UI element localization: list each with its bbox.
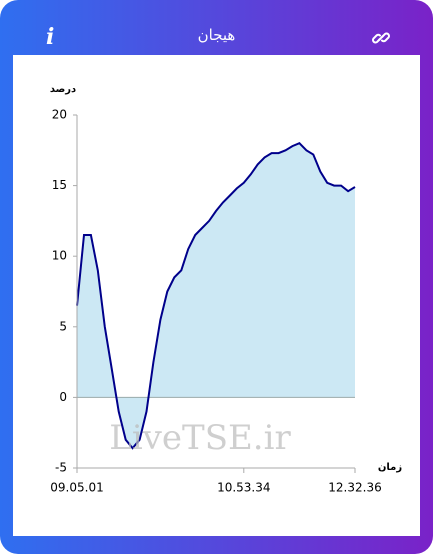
x-tick-label: 09.05.01 bbox=[50, 481, 103, 495]
y-tick-label: 0 bbox=[59, 390, 67, 404]
line bbox=[76, 142, 356, 450]
y-tick-label: 10 bbox=[52, 249, 67, 263]
y-tick-label: 15 bbox=[52, 178, 67, 192]
y-tick-label: 20 bbox=[52, 108, 67, 122]
y-axis-label: درصد bbox=[50, 84, 76, 95]
watermark: LiveTSE.ir bbox=[109, 418, 291, 458]
header: i هیجان bbox=[0, 0, 433, 55]
info-icon[interactable]: i bbox=[46, 24, 55, 50]
header-title: هیجان bbox=[197, 26, 236, 44]
x-tick-label: 12.32.36 bbox=[328, 481, 381, 495]
y-tick-label: 5 bbox=[59, 319, 67, 333]
x-axis-label: زمان bbox=[378, 462, 402, 473]
area bbox=[77, 143, 355, 449]
link-icon[interactable] bbox=[372, 29, 390, 47]
y-tick-label: -5 bbox=[55, 461, 67, 475]
x-tick-label: 10.53.34 bbox=[217, 481, 270, 495]
